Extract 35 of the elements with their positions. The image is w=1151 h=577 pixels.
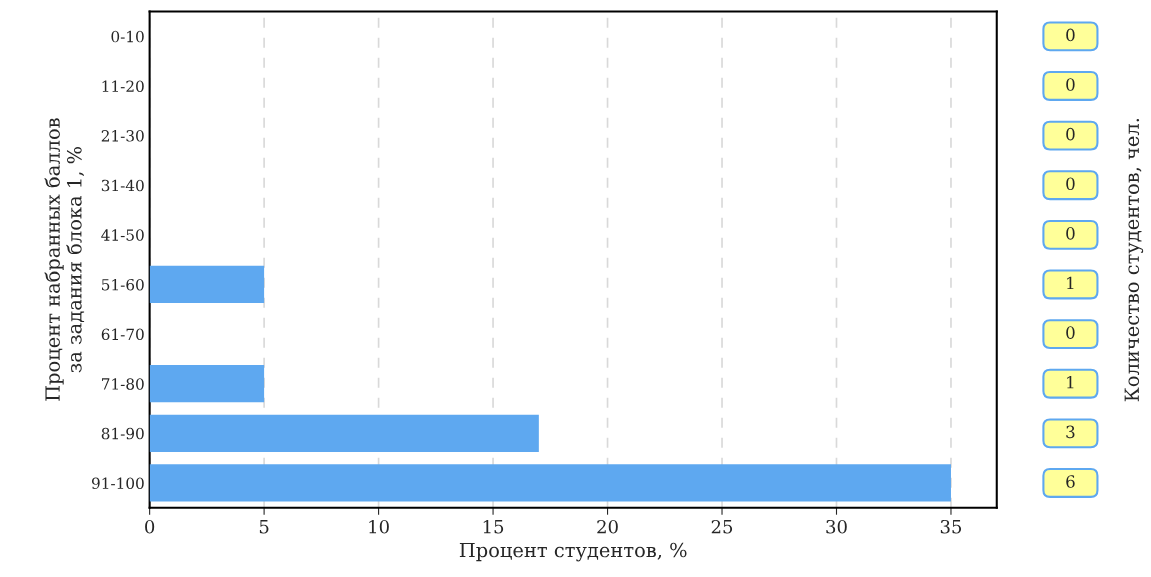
text: 1 <box>1067 276 1074 290</box>
x-tick-label: 25 <box>711 519 733 534</box>
y-tick-label: 21-30 <box>101 130 144 142</box>
bar <box>149 265 265 304</box>
y-tick-label: 0-10 <box>111 30 144 43</box>
x-axis-title: Процент студентов, % <box>459 542 687 562</box>
text: 1 <box>1067 375 1074 389</box>
text: 0 <box>1066 127 1075 141</box>
y-axis-title: Процент набранных баллов за задания блока 1, % <box>44 118 85 401</box>
text: 0 <box>1066 227 1075 240</box>
x-tick-label: 30 <box>826 519 847 534</box>
y-tick-label: 71-80 <box>102 378 144 390</box>
x-tick-label: 20 <box>597 519 618 534</box>
y-tick-label: 51-60 <box>102 278 144 291</box>
bar <box>149 414 539 452</box>
y-tick-label: 91-100 <box>91 477 144 489</box>
text: 0 <box>1066 28 1075 42</box>
x-tick-label: 15 <box>483 519 504 534</box>
x-tick-label: 35 <box>940 519 962 534</box>
y-tick-label: 31-40 <box>101 179 144 192</box>
x-tick-label: 10 <box>369 519 389 534</box>
x-tick-label: 0 <box>145 519 155 534</box>
x-tick-label: 5 <box>259 520 269 534</box>
text: 0 <box>1066 78 1075 91</box>
text: 0 <box>1066 326 1075 339</box>
text: 3 <box>1066 425 1075 439</box>
bar <box>149 464 951 502</box>
y-tick-label: 11-20 <box>102 80 144 92</box>
y-tick-label: 61-70 <box>101 328 144 341</box>
y-tick-label: 81-90 <box>101 427 144 440</box>
y-tick-label: 41-50 <box>101 229 144 241</box>
text: 0 <box>1066 177 1075 191</box>
bar <box>149 365 265 403</box>
text: 6 <box>1066 475 1075 488</box>
text: Количество студентов, чел. <box>1124 118 1144 402</box>
